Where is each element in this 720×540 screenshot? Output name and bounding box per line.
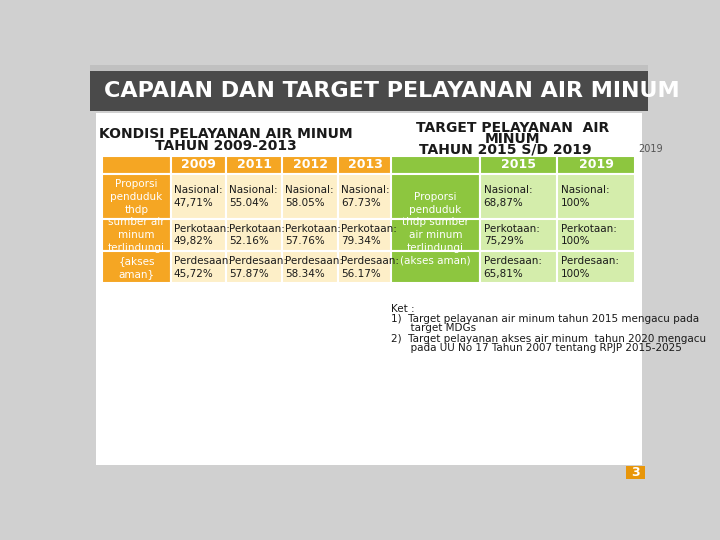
FancyBboxPatch shape — [171, 251, 226, 284]
FancyBboxPatch shape — [226, 156, 282, 174]
FancyBboxPatch shape — [282, 174, 338, 219]
FancyBboxPatch shape — [557, 251, 635, 284]
Text: KONDISI PELAYANAN AIR MINUM: KONDISI PELAYANAN AIR MINUM — [99, 127, 352, 141]
FancyBboxPatch shape — [282, 219, 338, 251]
FancyBboxPatch shape — [282, 251, 338, 284]
FancyBboxPatch shape — [90, 465, 648, 481]
Text: Perdesaan:
56.17%: Perdesaan: 56.17% — [341, 256, 399, 279]
Text: Ket :: Ket : — [391, 303, 414, 314]
Text: pada UU No 17 Tahun 2007 tentang RPJP 2015-2025: pada UU No 17 Tahun 2007 tentang RPJP 20… — [391, 343, 682, 353]
Text: 3: 3 — [631, 466, 640, 479]
FancyBboxPatch shape — [226, 219, 282, 251]
FancyBboxPatch shape — [557, 156, 635, 174]
Text: Perkotaan:
57.76%: Perkotaan: 57.76% — [285, 224, 341, 246]
Text: target MDGs: target MDGs — [391, 323, 476, 333]
FancyBboxPatch shape — [391, 251, 480, 284]
Text: Perkotaan:
100%: Perkotaan: 100% — [561, 224, 617, 246]
FancyBboxPatch shape — [480, 174, 557, 219]
FancyBboxPatch shape — [391, 219, 480, 251]
Text: 2019: 2019 — [638, 145, 662, 154]
FancyBboxPatch shape — [480, 251, 557, 284]
FancyBboxPatch shape — [391, 174, 480, 219]
Text: Perkotaan:
52.16%: Perkotaan: 52.16% — [230, 224, 285, 246]
FancyBboxPatch shape — [338, 174, 394, 219]
FancyBboxPatch shape — [226, 251, 282, 284]
FancyBboxPatch shape — [226, 174, 282, 219]
FancyBboxPatch shape — [338, 251, 394, 284]
FancyBboxPatch shape — [480, 156, 557, 174]
Text: Perdesaan:
100%: Perdesaan: 100% — [561, 256, 619, 279]
FancyBboxPatch shape — [90, 65, 648, 71]
Text: Perkotaan:
75,29%: Perkotaan: 75,29% — [484, 224, 539, 246]
Text: Nasional:
55.04%: Nasional: 55.04% — [230, 185, 278, 208]
FancyBboxPatch shape — [171, 156, 226, 174]
FancyBboxPatch shape — [171, 174, 226, 219]
Text: Perdesaan:
57.87%: Perdesaan: 57.87% — [230, 256, 287, 279]
Text: CAPAIAN DAN TARGET PELAYANAN AIR MINUM: CAPAIAN DAN TARGET PELAYANAN AIR MINUM — [104, 81, 680, 101]
Text: 2009: 2009 — [181, 158, 216, 171]
FancyBboxPatch shape — [102, 174, 171, 219]
FancyBboxPatch shape — [102, 156, 171, 174]
Text: MINUM: MINUM — [485, 132, 541, 146]
Text: TARGET PELAYANAN  AIR: TARGET PELAYANAN AIR — [416, 121, 609, 135]
Text: 2)  Target pelayanan akses air minum  tahun 2020 mengacu: 2) Target pelayanan akses air minum tahu… — [391, 334, 706, 345]
FancyBboxPatch shape — [338, 219, 394, 251]
FancyBboxPatch shape — [102, 219, 171, 251]
Text: Proporsi
penduduk
thdp
sumber air
minum
terlindungi
{akses
aman}: Proporsi penduduk thdp sumber air minum … — [108, 179, 165, 279]
Text: 2012: 2012 — [292, 158, 328, 171]
Text: 1)  Target pelayanan air minum tahun 2015 mengacu pada: 1) Target pelayanan air minum tahun 2015… — [391, 314, 699, 325]
Text: 2019: 2019 — [579, 158, 613, 171]
Text: Nasional:
67.73%: Nasional: 67.73% — [341, 185, 390, 208]
FancyBboxPatch shape — [338, 156, 394, 174]
FancyBboxPatch shape — [282, 156, 338, 174]
Text: Nasional:
100%: Nasional: 100% — [561, 185, 610, 208]
Text: Perkotaan:
49,82%: Perkotaan: 49,82% — [174, 224, 230, 246]
Text: 2015: 2015 — [501, 158, 536, 171]
Text: Perdesaan:
58.34%: Perdesaan: 58.34% — [285, 256, 343, 279]
Text: TAHUN 2009-2013: TAHUN 2009-2013 — [155, 139, 297, 153]
FancyBboxPatch shape — [391, 156, 480, 174]
FancyBboxPatch shape — [557, 219, 635, 251]
FancyBboxPatch shape — [557, 174, 635, 219]
FancyBboxPatch shape — [96, 112, 642, 467]
Text: Nasional:
58.05%: Nasional: 58.05% — [285, 185, 334, 208]
Text: 2011: 2011 — [237, 158, 272, 171]
FancyBboxPatch shape — [90, 71, 648, 111]
FancyBboxPatch shape — [480, 219, 557, 251]
FancyBboxPatch shape — [171, 219, 226, 251]
FancyBboxPatch shape — [102, 251, 171, 284]
Text: Perkotaan:
79.34%: Perkotaan: 79.34% — [341, 224, 397, 246]
Text: Perdesaan:
65,81%: Perdesaan: 65,81% — [484, 256, 541, 279]
Text: Proporsi
penduduk
thdp sumber
air minum
terlindungi
(akses aman): Proporsi penduduk thdp sumber air minum … — [400, 192, 471, 266]
Text: Perdesaan:
45,72%: Perdesaan: 45,72% — [174, 256, 232, 279]
Text: TAHUN 2015 S/D 2019: TAHUN 2015 S/D 2019 — [419, 143, 591, 157]
Text: 2013: 2013 — [348, 158, 383, 171]
FancyBboxPatch shape — [626, 466, 645, 479]
Text: Nasional:
68,87%: Nasional: 68,87% — [484, 185, 532, 208]
Text: Nasional:
47,71%: Nasional: 47,71% — [174, 185, 222, 208]
